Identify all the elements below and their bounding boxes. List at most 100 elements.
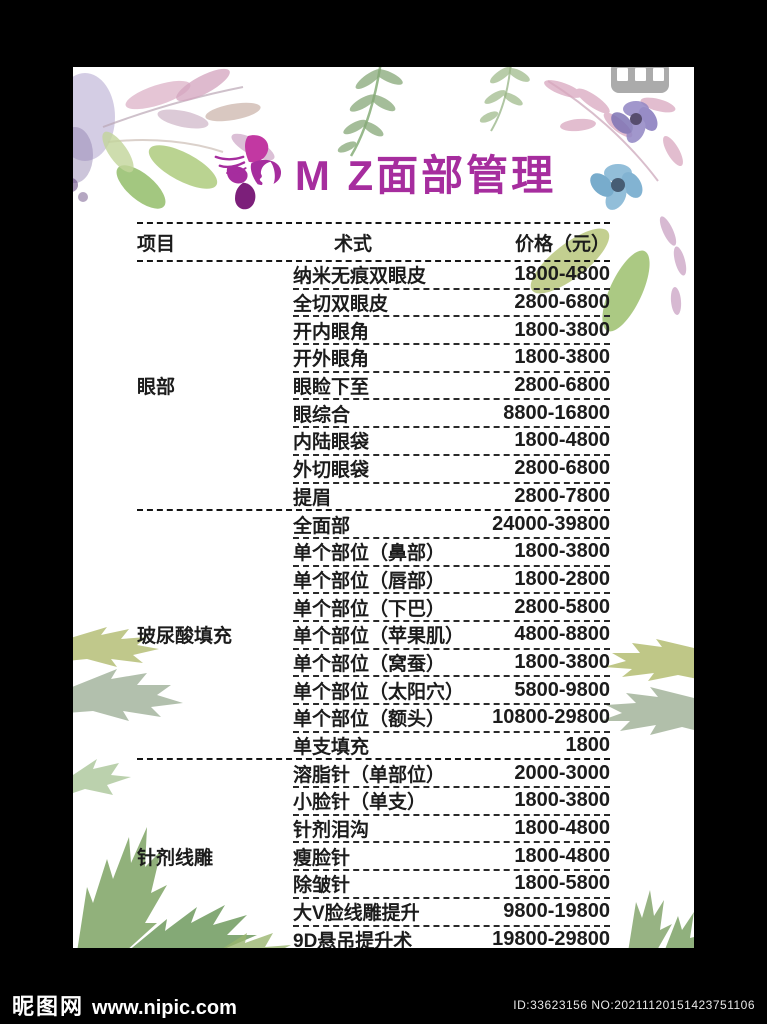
table-row: 全面部 24000-39800 [293, 511, 610, 539]
procedure-cell: 除皱针 [293, 875, 351, 897]
table-row: 眼睑下至 2800-6800 [293, 373, 610, 401]
price-table-sections: 眼部 纳米无痕双眼皮 1800-4800 全切双眼皮 2800-6800 开内眼… [137, 262, 610, 948]
table-row: 内陆眼袋 1800-4800 [293, 428, 610, 456]
price-cell: 2800-6800 [514, 374, 610, 397]
procedure-cell: 单个部位（额头） [293, 709, 446, 731]
price-cell: 1800-2800 [514, 567, 610, 590]
table-section: 眼部 纳米无痕双眼皮 1800-4800 全切双眼皮 2800-6800 开内眼… [137, 262, 610, 512]
procedure-cell: 单个部位（下巴） [293, 598, 446, 620]
price-table: 项目 术式 价格（元） 眼部 纳米无痕双眼皮 1800-4800 全切双眼皮 2… [137, 222, 610, 948]
procedure-cell: 大V脸线雕提升 [293, 903, 420, 925]
table-row: 提眉 2800-7800 [293, 484, 610, 510]
procedure-cell: 单个部位（太阳穴） [293, 681, 465, 703]
price-cell: 19800-29800 [492, 927, 610, 948]
section-rows: 纳米无痕双眼皮 1800-4800 全切双眼皮 2800-6800 开内眼角 1… [293, 262, 610, 509]
price-cell: 10800-29800 [492, 706, 610, 729]
mid-right-leaf-decoration [600, 639, 694, 735]
price-cell: 24000-39800 [492, 512, 610, 535]
table-row: 单支填充 1800 [293, 733, 610, 759]
price-cell: 1800 [565, 734, 611, 757]
procedure-cell: 单个部位（窝蚕） [293, 653, 446, 675]
watermark-site-name: 昵图网 [12, 993, 85, 1019]
table-row: 单个部位（鼻部） 1800-3800 [293, 539, 610, 567]
procedure-cell: 纳米无痕双眼皮 [293, 266, 427, 288]
bottom-right-leaf-decoration [628, 890, 694, 948]
table-row: 单个部位（唇部） 1800-2800 [293, 567, 610, 595]
menu-square-icon [652, 68, 664, 81]
procedure-cell: 小脸针（单支） [293, 792, 427, 814]
menu-square-icon [634, 68, 646, 81]
procedure-cell: 全面部 [293, 515, 351, 537]
table-header-row: 项目 术式 价格（元） [137, 222, 610, 262]
table-row: 小脸针（单支） 1800-3800 [293, 788, 610, 816]
table-row: 9D悬吊提升术 19800-29800 [293, 927, 610, 948]
watermark-id-text: ID:33623156 NO:20211120151423751106 [513, 997, 755, 1012]
procedure-cell: 开外眼角 [293, 349, 370, 371]
price-cell: 2800-7800 [514, 484, 610, 507]
table-row: 开内眼角 1800-3800 [293, 317, 610, 346]
procedure-cell: 眼睑下至 [293, 377, 370, 399]
price-cell: 2800-6800 [514, 291, 610, 314]
table-row: 单个部位（苹果肌） 4800-8800 [293, 622, 610, 650]
category-cell: 眼部 [137, 377, 176, 399]
table-row: 针剂泪沟 1800-4800 [293, 816, 610, 844]
procedure-cell: 单个部位（苹果肌） [293, 626, 465, 648]
price-cell: 5800-9800 [514, 678, 610, 701]
procedure-cell: 开内眼角 [293, 321, 370, 343]
column-header-price: 价格（元） [514, 233, 610, 255]
watermark-bar: 昵图网 www.nipic.com ID:33623156 NO:2021112… [0, 985, 767, 1024]
procedure-cell: 单个部位（鼻部） [293, 543, 446, 565]
table-row: 单个部位（额头） 10800-29800 [293, 705, 610, 733]
table-row: 单个部位（下巴） 2800-5800 [293, 594, 610, 622]
price-cell: 1800-4800 [514, 817, 610, 840]
procedure-cell: 外切眼袋 [293, 460, 370, 482]
brand-header: M Z面部管理 [73, 125, 694, 220]
price-cell: 2000-3000 [514, 761, 610, 784]
section-rows: 溶脂针（单部位） 2000-3000 小脸针（单支） 1800-3800 针剂泪… [293, 760, 610, 948]
procedure-cell: 针剂泪沟 [293, 820, 370, 842]
table-row: 大V脸线雕提升 9800-19800 [293, 899, 610, 927]
procedure-cell: 提眉 [293, 487, 332, 509]
price-cell: 1800-3800 [514, 346, 610, 369]
table-row: 单个部位（太阳穴） 5800-9800 [293, 677, 610, 705]
table-section: 针剂线雕 溶脂针（单部位） 2000-3000 小脸针（单支） 1800-380… [137, 760, 610, 948]
table-section: 玻尿酸填充 全面部 24000-39800 单个部位（鼻部） 1800-3800… [137, 511, 610, 761]
more-menu-icon[interactable] [611, 67, 669, 93]
category-cell: 针剂线雕 [137, 847, 214, 869]
procedure-cell: 全切双眼皮 [293, 294, 389, 316]
woman-face-cross-flower-logo-icon [214, 134, 281, 209]
price-cell: 1800-5800 [514, 872, 610, 895]
watermark-site-url: www.nipic.com [92, 996, 237, 1019]
price-cell: 2800-6800 [514, 457, 610, 480]
category-cell: 玻尿酸填充 [137, 626, 233, 648]
price-cell: 9800-19800 [503, 900, 610, 923]
price-cell: 1800-4800 [514, 844, 610, 867]
table-row: 瘦脸针 1800-4800 [293, 843, 610, 872]
price-cell: 1800-3800 [514, 650, 610, 673]
price-cell: 1800-3800 [514, 540, 610, 563]
price-cell: 1800-4800 [514, 263, 610, 286]
column-header-procedure: 术式 [333, 233, 372, 255]
procedure-cell: 单个部位（唇部） [293, 570, 446, 592]
price-cell: 4800-8800 [514, 623, 610, 646]
page-title: M Z面部管理 [294, 152, 557, 199]
table-row: 纳米无痕双眼皮 1800-4800 [293, 262, 610, 290]
price-cell: 1800-3800 [514, 789, 610, 812]
table-row: 除皱针 1800-5800 [293, 871, 610, 899]
procedure-cell: 内陆眼袋 [293, 432, 370, 454]
table-row: 单个部位（窝蚕） 1800-3800 [293, 650, 610, 678]
table-row: 全切双眼皮 2800-6800 [293, 290, 610, 318]
table-row: 外切眼袋 2800-6800 [293, 456, 610, 484]
price-cell: 2800-5800 [514, 595, 610, 618]
procedure-cell: 单支填充 [293, 737, 370, 759]
price-cell: 8800-16800 [503, 401, 610, 424]
price-cell: 1800-3800 [514, 318, 610, 341]
price-cell: 1800-4800 [514, 429, 610, 452]
procedure-cell: 9D悬吊提升术 [293, 930, 413, 948]
menu-page: M Z面部管理 项目 术式 价格（元） 眼部 纳米无痕双眼皮 1800-4800… [73, 67, 694, 948]
menu-square-icon [616, 68, 628, 81]
column-header-category: 项目 [137, 233, 176, 255]
section-rows: 全面部 24000-39800 单个部位（鼻部） 1800-3800 单个部位（… [293, 511, 610, 758]
table-row: 眼综合 8800-16800 [293, 400, 610, 429]
procedure-cell: 眼综合 [293, 404, 351, 426]
